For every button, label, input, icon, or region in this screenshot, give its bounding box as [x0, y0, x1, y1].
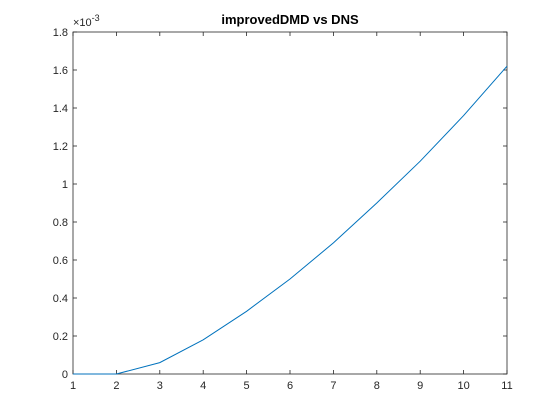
- y-tick-label: 0: [62, 369, 68, 381]
- y-tick-label: 1.4: [53, 103, 68, 115]
- y-tick-label: 1.6: [53, 65, 68, 77]
- plot-area: [73, 32, 507, 374]
- x-tick-label: 1: [70, 380, 76, 392]
- x-tick-label: 4: [200, 380, 206, 392]
- x-tick-label: 10: [457, 380, 469, 392]
- data-point: [420, 161, 421, 162]
- y-axis-exponent: ×10-3: [73, 13, 100, 29]
- data-point: [72, 373, 73, 374]
- y-tick-label: 0.8: [53, 217, 68, 229]
- y-tick-label: 1.8: [53, 27, 68, 39]
- y-tick-label: 1.2: [53, 141, 68, 153]
- x-tick-label: 9: [417, 380, 423, 392]
- x-tick-label: 8: [374, 380, 380, 392]
- y-tick-label: 0.2: [53, 331, 68, 343]
- x-tick-label: 6: [287, 380, 293, 392]
- chart-title: improvedDMD vs DNS: [221, 12, 359, 27]
- data-point: [506, 66, 507, 67]
- y-tick-label: 0.6: [53, 255, 68, 267]
- x-tick-label: 3: [157, 380, 163, 392]
- data-point: [333, 242, 334, 243]
- data-point: [463, 115, 464, 116]
- data-point: [203, 339, 204, 340]
- x-tick-label: 5: [244, 380, 250, 392]
- x-tick-label: 2: [113, 380, 119, 392]
- y-exponent-base: ×10: [73, 17, 92, 29]
- data-point: [246, 311, 247, 312]
- y-tick-label: 0.4: [53, 293, 68, 305]
- y-exponent-power: -3: [92, 13, 100, 23]
- data-point: [116, 373, 117, 374]
- data-point: [159, 362, 160, 363]
- data-point: [376, 202, 377, 203]
- data-point: [289, 278, 290, 279]
- y-tick-label: 1: [62, 179, 68, 191]
- series-line: [73, 65, 508, 375]
- x-tick-label: 7: [330, 380, 336, 392]
- x-tick-label: 11: [501, 380, 512, 392]
